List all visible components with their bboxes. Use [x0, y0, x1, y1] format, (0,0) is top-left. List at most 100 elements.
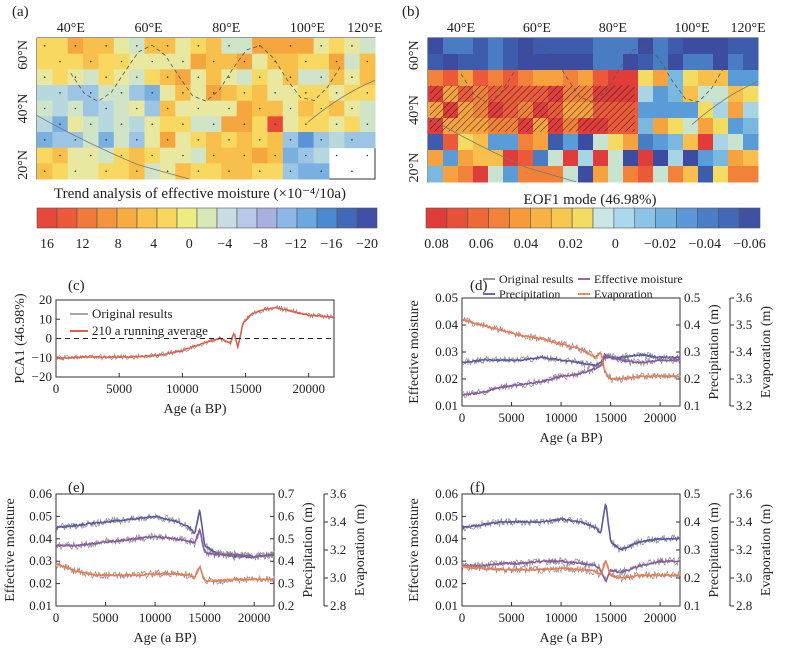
y-tick-label: 10 — [39, 311, 52, 326]
map-cell — [267, 100, 284, 117]
legend-label-original: Original results — [92, 306, 173, 321]
map-cell — [443, 54, 459, 71]
map-cell — [638, 166, 654, 183]
map-cell — [206, 163, 222, 180]
map-cell — [221, 53, 238, 70]
map-cell — [638, 134, 654, 151]
map-cell — [267, 163, 284, 180]
map-cell — [37, 53, 53, 70]
y2-tick-label: 0.3 — [684, 344, 700, 359]
map-cell — [458, 54, 474, 71]
significance-dot — [151, 154, 154, 157]
map-cell — [52, 163, 69, 180]
significance-dot — [243, 60, 246, 63]
colorbar-swatch — [236, 207, 258, 229]
chart-panel-f: 0 5000 10000 15000 20000 Age (a BP) 0.06 0.05 0.… — [407, 486, 774, 646]
map-cell — [206, 69, 222, 86]
series-line-effective-moisture — [461, 558, 681, 582]
colorbar-swatch — [676, 207, 698, 229]
map-cell — [503, 38, 519, 55]
colorbar-swatch — [697, 207, 719, 229]
x-axis-label: Age (a BP) — [540, 431, 603, 446]
map-cell — [37, 116, 53, 133]
significance-dot — [105, 76, 107, 78]
x-axis-label: Age (a BP) — [164, 402, 227, 417]
map-cell — [653, 118, 669, 135]
map-cell — [548, 134, 564, 151]
map-cell — [578, 166, 594, 183]
significance-dot — [120, 92, 123, 94]
significance-dot — [258, 170, 261, 172]
colorbar-tick-label: 0.06 — [469, 237, 494, 252]
y3-tick-label: 3.5 — [736, 317, 752, 332]
colorbar-tick-label: 16 — [40, 237, 54, 252]
significance-dot — [197, 107, 200, 110]
significance-dot — [335, 123, 338, 125]
significance-dot — [258, 107, 261, 110]
map-cell — [713, 38, 729, 55]
map-cell — [728, 54, 744, 71]
significance-dot — [351, 139, 353, 141]
y3-tick-label: 3.0 — [736, 570, 752, 585]
significance-dot — [166, 139, 169, 141]
colorbar-tick-label: −0.04 — [689, 237, 721, 252]
lon-tick-label: 120°E — [347, 21, 382, 36]
significance-dot — [289, 170, 292, 172]
map-cell — [221, 85, 238, 102]
significance-dot — [212, 92, 215, 94]
significance-dot — [305, 123, 307, 125]
y-axis-label: Effective moisture — [407, 300, 422, 404]
y3-tick-label: 3.4 — [330, 514, 347, 529]
significance-dot — [74, 45, 77, 47]
x-tick-label: 0 — [459, 610, 466, 625]
colorbar-swatch — [446, 207, 469, 229]
original-results-line — [461, 316, 681, 384]
coastline — [36, 79, 376, 180]
map-cell — [593, 38, 609, 55]
map-cell — [190, 85, 207, 102]
significance-dot — [212, 60, 215, 63]
map-cell — [282, 53, 299, 70]
significance-dot — [43, 45, 46, 47]
map-panel-b — [427, 37, 759, 183]
map-cell — [743, 38, 759, 55]
lon-tick-label: 40°E — [57, 21, 85, 36]
y3-tick-label: 3.4 — [736, 344, 753, 359]
map-hatch — [430, 85, 635, 132]
map-cell — [593, 134, 609, 151]
map-cell — [267, 69, 284, 86]
map-cell — [488, 70, 504, 87]
map-cell — [98, 116, 115, 133]
map-cell — [698, 102, 714, 119]
significance-dot — [366, 60, 369, 63]
y2-tick-label: 0.1 — [684, 398, 700, 413]
colorbar-swatch — [356, 207, 378, 229]
significance-dot — [212, 154, 215, 157]
y-tick-label: 0.02 — [29, 576, 52, 591]
x-tick-label: 15000 — [594, 610, 627, 625]
significance-dot — [197, 170, 200, 172]
map-cell — [668, 102, 684, 119]
colorbar-tick-label: 0 — [612, 237, 619, 252]
x-tick-label: 0 — [459, 410, 466, 425]
x-tick-label: 20000 — [644, 610, 677, 625]
significance-dot — [74, 170, 77, 172]
map-cell — [473, 134, 489, 151]
map-cell — [563, 134, 579, 151]
map-cell — [443, 150, 459, 167]
map-cell — [252, 116, 268, 133]
panel-b-caption: EOF1 mode (46.98%) — [524, 192, 657, 208]
y-tick-label: 0.05 — [29, 508, 52, 523]
map-cell — [190, 53, 207, 70]
y2-tick-label: 0.4 — [278, 553, 295, 568]
significance-dot — [228, 45, 230, 47]
y-tick-label: 0.03 — [435, 553, 458, 568]
map-cell — [52, 38, 69, 55]
map-cell — [653, 86, 669, 103]
significance-dot — [105, 107, 107, 110]
map-cell — [458, 166, 474, 183]
significance-dot — [166, 170, 169, 172]
map-cell — [593, 166, 609, 183]
map-cell — [683, 86, 699, 103]
